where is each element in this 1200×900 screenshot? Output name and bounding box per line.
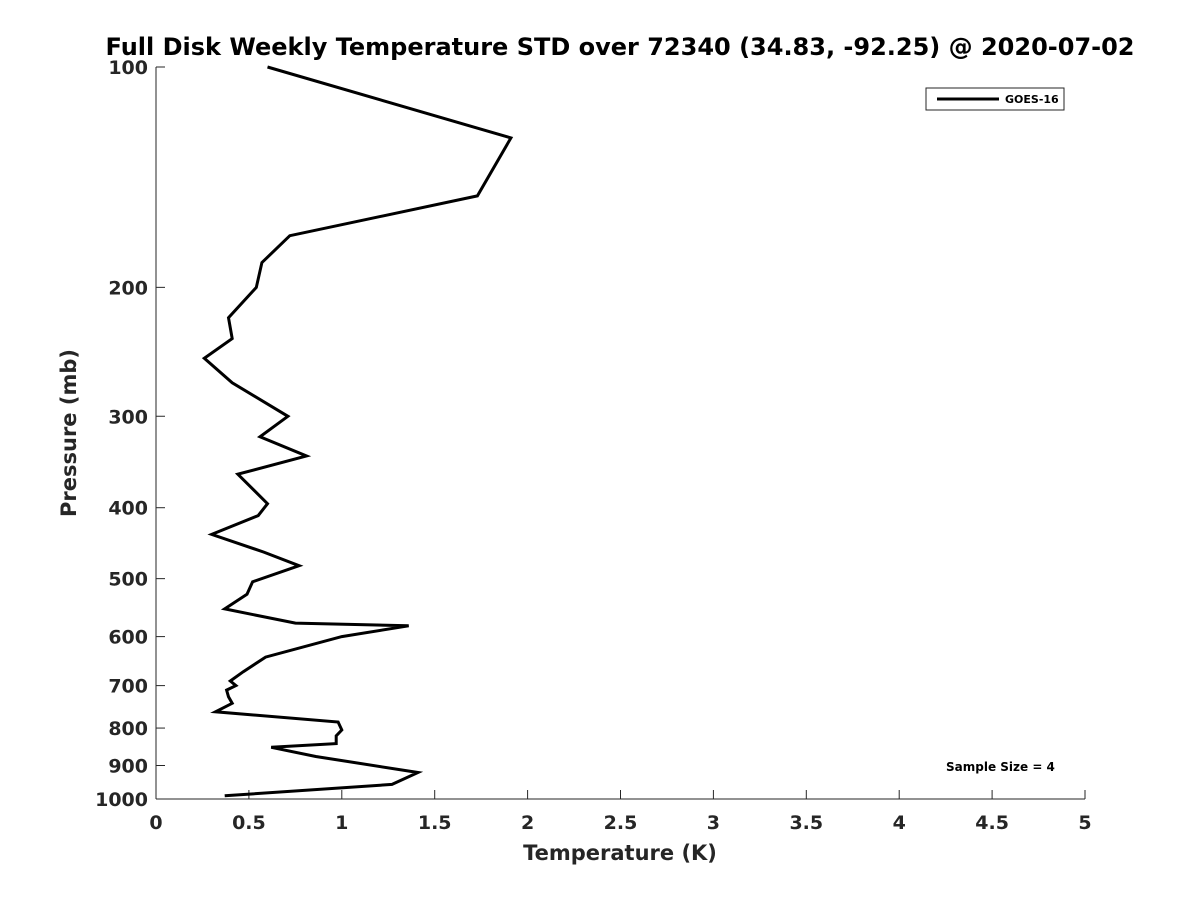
y-axis-label: Pressure (mb) xyxy=(57,349,81,517)
y-tick-label: 100 xyxy=(108,57,148,79)
x-ticks: 0 0.5 1 1.5 2 2.5 3 3.5 4 4.5 5 xyxy=(149,790,1092,834)
y-tick-label: 800 xyxy=(108,718,148,740)
y-tick-label: 300 xyxy=(108,406,148,428)
sample-size-annotation: Sample Size = 4 xyxy=(946,760,1055,774)
y-ticks: 100 200 300 400 500 600 700 800 900 1000 xyxy=(95,57,165,811)
y-tick-label: 600 xyxy=(108,627,148,649)
x-tick-label: 3.5 xyxy=(789,812,823,834)
x-tick-label: 0 xyxy=(149,812,162,834)
x-tick-label: 2 xyxy=(521,812,534,834)
x-tick-label: 2.5 xyxy=(604,812,638,834)
x-tick-label: 5 xyxy=(1078,812,1091,834)
y-tick-label: 200 xyxy=(108,277,148,299)
chart-title: Full Disk Weekly Temperature STD over 72… xyxy=(106,33,1135,61)
legend: GOES-16 xyxy=(925,87,1065,111)
x-tick-label: 0.5 xyxy=(232,812,266,834)
y-tick-label: 400 xyxy=(108,498,148,520)
axes xyxy=(155,67,1085,800)
x-tick-label: 4 xyxy=(893,812,906,834)
x-tick-label: 1 xyxy=(335,812,348,834)
x-tick-label: 4.5 xyxy=(975,812,1009,834)
x-tick-label: 1.5 xyxy=(418,812,452,834)
x-axis-label: Temperature (K) xyxy=(523,841,717,865)
y-tick-label: 700 xyxy=(108,676,148,698)
series-line-goes-16 xyxy=(201,65,514,798)
legend-entry-goes-16: GOES-16 xyxy=(1005,93,1059,106)
y-tick-label: 900 xyxy=(108,756,148,778)
x-tick-label: 3 xyxy=(707,812,720,834)
y-tick-label: 1000 xyxy=(95,789,148,811)
series-group xyxy=(201,65,514,798)
y-tick-label: 500 xyxy=(108,569,148,591)
